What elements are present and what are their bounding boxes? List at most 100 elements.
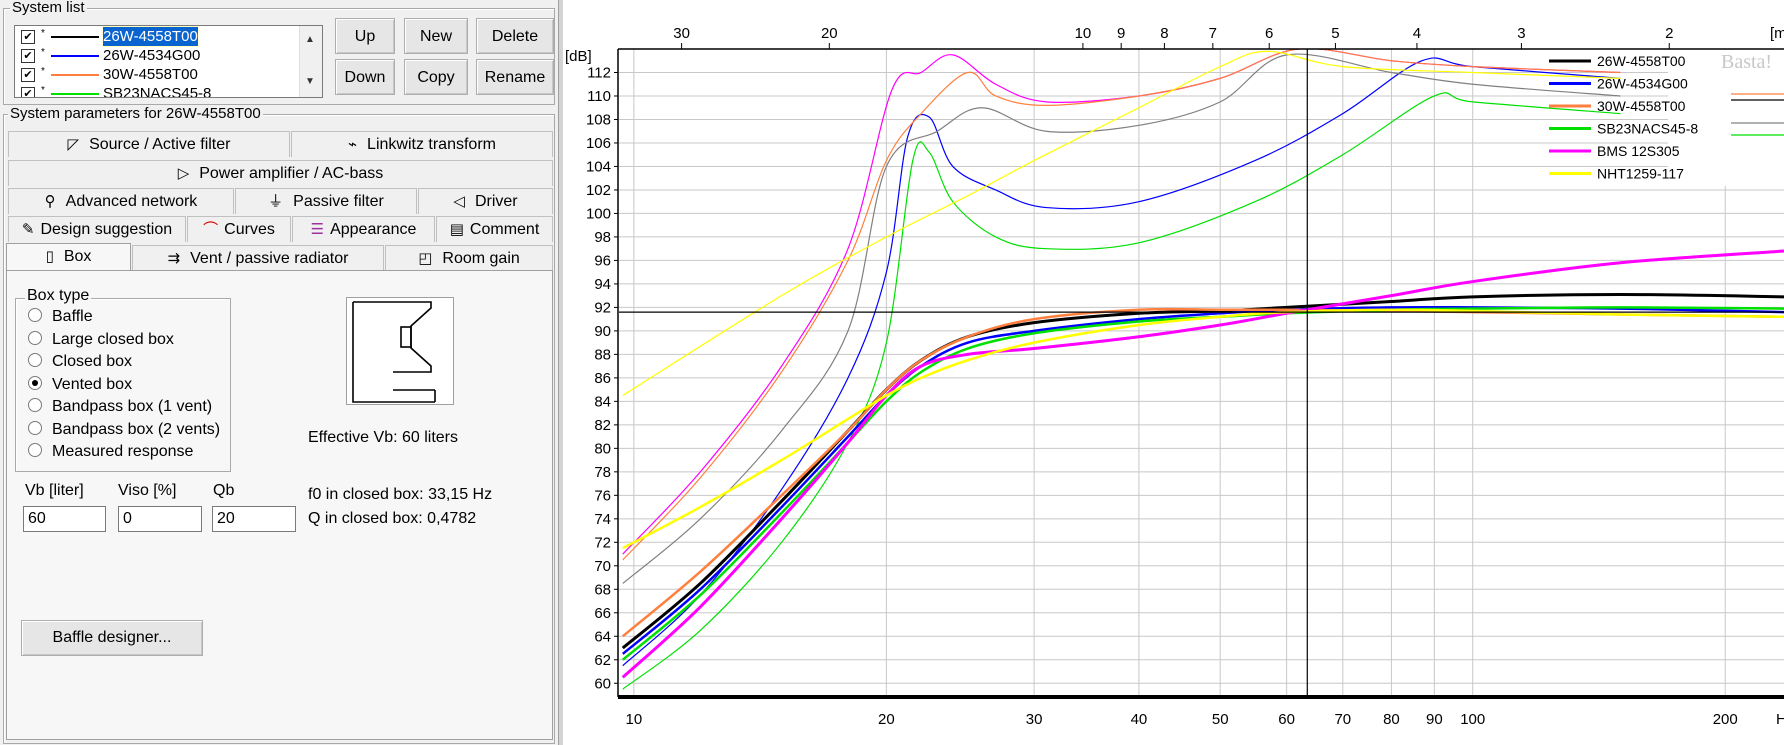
up-button[interactable]: Up — [335, 18, 395, 54]
copy-button[interactable]: Copy — [404, 59, 468, 95]
tab-vent-passive-radiator[interactable]: ⇉ Vent / passive radiator — [132, 245, 384, 271]
appearance-icon: ☰ — [310, 221, 325, 238]
color-swatch — [51, 74, 99, 76]
top-tick-label: 2 — [1665, 25, 1673, 42]
checkbox[interactable]: ✔ — [21, 49, 35, 63]
rename-button[interactable]: Rename — [476, 59, 554, 95]
y-tick-label: 80 — [594, 440, 611, 457]
tab-driver[interactable]: ◁ Driver — [418, 188, 553, 214]
q-closed-box-text: Q in closed box: 0,4782 — [308, 510, 477, 527]
box-type-option[interactable]: Bandpass box (2 vents) — [28, 419, 220, 441]
tab-passive-filter[interactable]: ⏚ Passive filter — [235, 188, 417, 214]
radio-button[interactable] — [28, 398, 42, 412]
source-filter-icon: ◸ — [67, 136, 80, 153]
response-chart[interactable]: 6062646668707274767880828486889092949698… — [563, 0, 1784, 745]
box-type-option[interactable]: Bandpass box (1 vent) — [28, 396, 212, 418]
x-tick-label: 50 — [1212, 711, 1229, 728]
vb-input[interactable]: 60 — [23, 506, 106, 532]
box-type-option[interactable]: Closed box — [28, 351, 132, 373]
system-list-item[interactable]: ✔ * SB23NACS45-8 — [15, 84, 322, 97]
tab-source-active-filter[interactable]: ◸ Source / Active filter — [8, 131, 290, 157]
tab-appearance[interactable]: ☰ Appearance — [292, 216, 435, 242]
x-tick-label: 20 — [878, 711, 895, 728]
legend-label: 26W-4558T00 — [1597, 53, 1686, 69]
y-tick-label: 92 — [594, 299, 611, 316]
tab-advanced-network[interactable]: ⚲ Advanced network — [8, 188, 234, 214]
box-type-label: Closed box — [52, 353, 133, 370]
y-tick-label: 104 — [586, 158, 611, 175]
top-tick-label: 10 — [1075, 25, 1092, 42]
room-gain-icon: ◰ — [418, 250, 433, 267]
y-tick-label: 60 — [594, 675, 611, 692]
system-list-label: 26W-4534G00 — [103, 47, 201, 64]
checkbox[interactable]: ✔ — [21, 68, 35, 82]
response-curve — [621, 249, 1784, 679]
system-list-item[interactable]: ✔ * 26W-4558T00 — [15, 26, 322, 47]
system-list-label: 26W-4558T00 — [102, 26, 199, 47]
new-button[interactable]: New — [404, 18, 468, 54]
f0-closed-box-text: f0 in closed box: 33,15 Hz — [308, 486, 493, 503]
tab-linkwitz-transform[interactable]: ⌁ Linkwitz transform — [291, 131, 553, 157]
tab-label: Curves — [224, 221, 275, 238]
modified-marker: * — [41, 28, 45, 39]
modified-marker: * — [41, 47, 45, 58]
radio-button[interactable] — [28, 375, 42, 390]
tab-design-suggestion[interactable]: ✎ Design suggestion — [8, 216, 186, 242]
tab-box[interactable]: ▯ Box — [6, 243, 131, 271]
tab-label: Linkwitz transform — [367, 136, 496, 153]
viso-label: Viso [%] — [118, 482, 177, 499]
box-type-option[interactable]: Measured response — [28, 441, 193, 463]
x-unit-label: Hz — [1776, 711, 1784, 728]
x-tick-label: 70 — [1334, 711, 1351, 728]
box-type-label: Baffle — [52, 308, 93, 325]
system-list-scrollbar[interactable]: ▲ ▼ — [299, 26, 322, 97]
delete-button[interactable]: Delete — [476, 18, 554, 54]
scroll-down-icon[interactable]: ▼ — [305, 76, 315, 87]
radio-button[interactable] — [28, 420, 42, 435]
system-list-group — [3, 8, 555, 105]
tab-curves[interactable]: ⌒ Curves — [187, 216, 291, 242]
radio-button[interactable] — [28, 330, 42, 345]
checkbox[interactable]: ✔ — [21, 87, 35, 97]
box-type-option[interactable]: Large closed box — [28, 329, 174, 351]
excursion-curve — [622, 92, 1621, 690]
qb-input[interactable]: 20 — [212, 506, 296, 532]
legend-label: BMS 12S305 — [1597, 143, 1680, 159]
box-type-option[interactable]: Baffle — [28, 306, 93, 328]
radio-button[interactable] — [28, 353, 42, 367]
y-tick-label: 106 — [586, 135, 611, 152]
viso-input[interactable]: 0 — [118, 506, 202, 532]
system-list-item[interactable]: ✔ * 26W-4534G00 — [15, 46, 322, 65]
tab-comment[interactable]: ▤ Comment — [436, 216, 553, 242]
tab-power-amplifier[interactable]: ▷ Power amplifier / AC-bass — [8, 160, 553, 186]
y-tick-label: 66 — [594, 605, 611, 622]
baffle-designer-button[interactable]: Baffle designer... — [21, 620, 203, 656]
checkbox[interactable]: ✔ — [21, 30, 35, 44]
comment-icon: ▤ — [449, 221, 464, 238]
vent-icon: ⇉ — [167, 250, 181, 267]
qb-label: Qb — [213, 482, 235, 499]
x-tick-label: 100 — [1460, 711, 1485, 728]
box-type-option[interactable]: Vented box — [28, 374, 132, 396]
frequency-response-graph[interactable]: 60 62 64 66 68 70 72 74 76 78 80 82 84 86 88 90 92 94 96 98… — [563, 0, 1784, 745]
box-type-label: Bandpass box (2 vents) — [52, 420, 221, 438]
color-swatch — [51, 55, 99, 57]
radio-button[interactable] — [28, 443, 42, 457]
y-tick-label: 72 — [594, 534, 611, 551]
radio-button[interactable] — [28, 308, 42, 322]
top-unit-label: [m — [1770, 25, 1784, 42]
system-listbox[interactable]: ✔ * 26W-4558T00 ✔ * 26W-4534G00 ✔ * 30W-4558T00… — [14, 25, 323, 98]
scroll-up-icon[interactable]: ▲ — [305, 34, 315, 45]
tab-room-gain[interactable]: ◰ Room gain — [385, 245, 553, 271]
system-list-item[interactable]: ✔ * 30W-4558T00 — [15, 65, 322, 84]
tab-label: Source / Active filter — [89, 136, 231, 153]
passive-filter-icon: ⏚ — [268, 193, 284, 210]
y-tick-label: 96 — [594, 252, 611, 269]
box-diagram — [346, 297, 454, 405]
tab-label: Power amplifier / AC-bass — [199, 165, 384, 182]
tab-label: Room gain — [442, 250, 520, 267]
y-tick-label: 90 — [594, 323, 611, 340]
down-button[interactable]: Down — [335, 59, 395, 95]
x-tick-label: 80 — [1383, 711, 1400, 728]
tab-label: Comment — [469, 221, 540, 238]
